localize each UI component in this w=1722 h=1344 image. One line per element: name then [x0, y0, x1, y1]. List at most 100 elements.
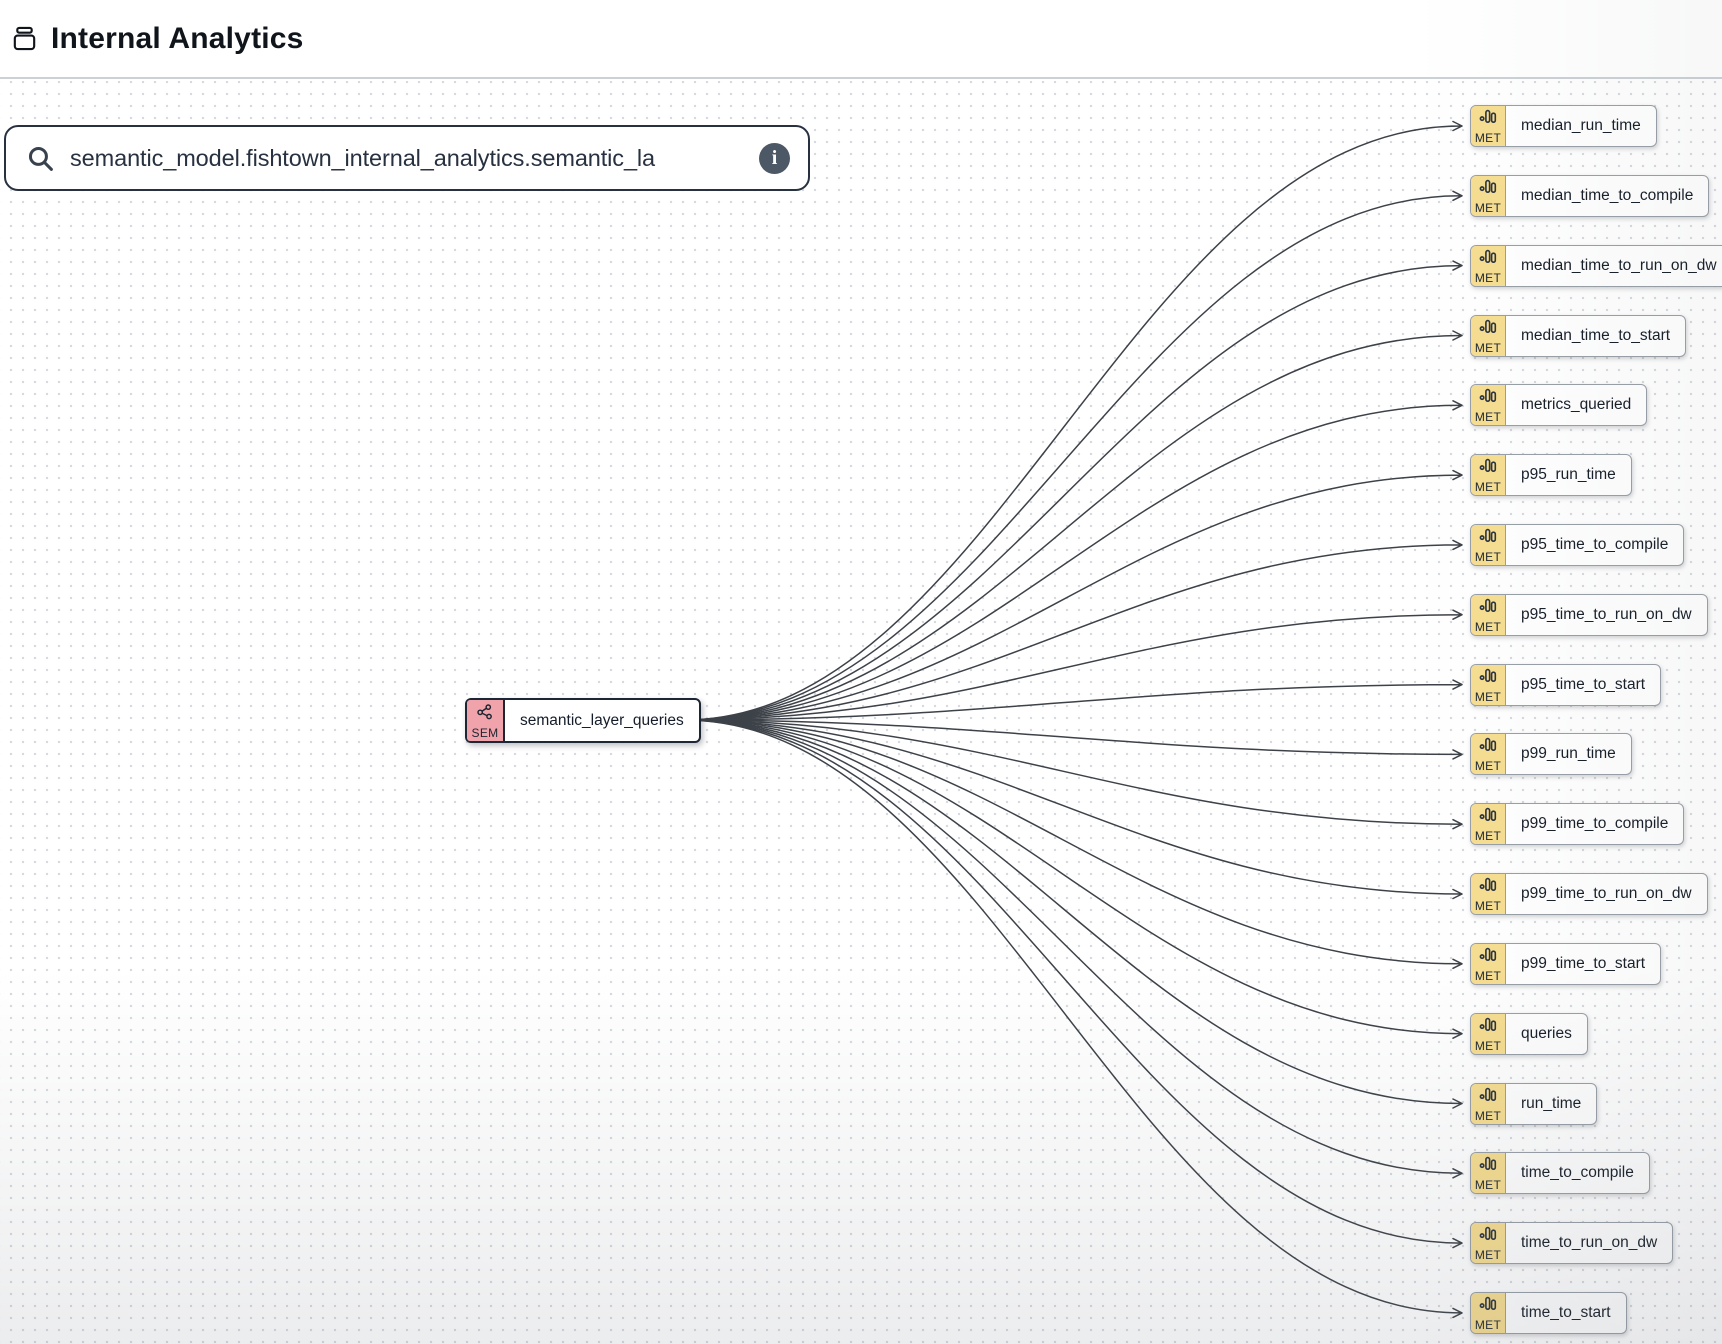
node-label: time_to_compile: [1521, 1164, 1634, 1182]
badge-label: MET: [1474, 270, 1502, 285]
search-input[interactable]: semantic_model.fishtown_internal_analyti…: [70, 144, 656, 171]
metric-node[interactable]: MET metrics_queried: [1470, 384, 1648, 427]
badge-label: MET: [1474, 829, 1502, 844]
badge-label: SEM: [471, 725, 499, 740]
met-badge: MET: [1471, 455, 1506, 496]
node-label: p99_time_to_start: [1521, 954, 1646, 972]
sem-badge: SEM: [467, 700, 505, 741]
met-badge: MET: [1471, 1292, 1506, 1333]
badge-label: MET: [1474, 1108, 1502, 1123]
node-label: median_run_time: [1521, 117, 1641, 134]
bar-chart-icon: [1479, 1016, 1497, 1039]
info-icon[interactable]: i: [759, 142, 790, 174]
search-bar[interactable]: semantic_model.fishtown_internal_analyti…: [4, 125, 810, 191]
metric-node[interactable]: MET p99_run_time: [1470, 733, 1632, 776]
badge-label: MET: [1474, 340, 1502, 355]
badge-label: MET: [1474, 689, 1502, 704]
badge-label: MET: [1474, 200, 1502, 215]
bar-chart-icon: [1479, 597, 1497, 620]
badge-label: MET: [1474, 1317, 1502, 1332]
met-badge: MET: [1471, 804, 1506, 845]
badge-label: MET: [1474, 549, 1502, 564]
lineage-canvas[interactable]: [0, 81, 1722, 1344]
metric-node[interactable]: MET p95_run_time: [1470, 454, 1632, 497]
metric-node[interactable]: MET median_time_to_run_on_dw: [1470, 244, 1722, 287]
met-badge: MET: [1471, 106, 1506, 146]
bar-chart-icon: [1479, 527, 1497, 550]
met-badge: MET: [1471, 943, 1506, 984]
share-network-icon: [476, 703, 494, 726]
bar-chart-icon: [1479, 108, 1497, 131]
bar-chart-icon: [1479, 1086, 1497, 1109]
node-label: median_time_to_compile: [1521, 186, 1694, 204]
met-badge: MET: [1471, 1013, 1506, 1054]
metric-node[interactable]: MET median_run_time: [1470, 105, 1657, 147]
archive-box-icon: [11, 25, 38, 52]
met-badge: MET: [1471, 874, 1506, 914]
bar-chart-icon: [1479, 387, 1497, 410]
node-label: time_to_run_on_dw: [1521, 1234, 1658, 1252]
node-label: semantic_layer_queries: [520, 711, 684, 729]
metric-node[interactable]: MET median_time_to_start: [1470, 314, 1687, 357]
metric-node[interactable]: MET run_time: [1470, 1082, 1598, 1125]
header: Internal Analytics: [0, 0, 1722, 79]
bar-chart-icon: [1479, 876, 1497, 899]
metric-node[interactable]: MET median_time_to_compile: [1470, 174, 1710, 217]
badge-label: MET: [1474, 410, 1502, 425]
node-label: run_time: [1521, 1094, 1582, 1112]
bar-chart-icon: [1479, 457, 1497, 480]
metric-node[interactable]: MET p99_time_to_run_on_dw: [1470, 873, 1708, 915]
bar-chart-icon: [1479, 667, 1497, 690]
semantic-model-node[interactable]: SEM semantic_layer_queries: [465, 698, 701, 743]
bar-chart-icon: [1479, 178, 1497, 201]
badge-label: MET: [1474, 480, 1502, 495]
metric-node[interactable]: MET p99_time_to_compile: [1470, 803, 1685, 846]
node-label: p95_time_to_compile: [1521, 535, 1669, 553]
search-icon: [26, 144, 55, 173]
badge-label: MET: [1474, 1248, 1502, 1263]
met-badge: MET: [1471, 1153, 1506, 1194]
node-label: time_to_start: [1521, 1303, 1611, 1321]
met-badge: MET: [1471, 1083, 1506, 1124]
bar-chart-icon: [1479, 806, 1497, 829]
page-title: Internal Analytics: [51, 21, 304, 55]
badge-label: MET: [1474, 131, 1502, 145]
bar-chart-icon: [1479, 318, 1497, 341]
metric-node[interactable]: MET p95_time_to_compile: [1470, 523, 1685, 566]
node-label: p99_time_to_run_on_dw: [1521, 885, 1692, 902]
node-label: p99_time_to_compile: [1521, 815, 1669, 833]
metric-node[interactable]: MET p95_time_to_start: [1470, 663, 1662, 706]
met-badge: MET: [1471, 594, 1506, 635]
metric-node[interactable]: MET p99_time_to_start: [1470, 942, 1662, 985]
bar-chart-icon: [1479, 1155, 1497, 1178]
node-label: p99_run_time: [1521, 745, 1616, 763]
badge-label: MET: [1474, 759, 1502, 774]
node-label: p95_time_to_start: [1521, 675, 1646, 693]
badge-label: MET: [1474, 968, 1502, 983]
met-badge: MET: [1471, 524, 1506, 565]
badge-label: MET: [1474, 899, 1502, 913]
met-badge: MET: [1471, 1223, 1506, 1264]
node-label: p95_run_time: [1521, 466, 1616, 484]
met-badge: MET: [1471, 315, 1506, 356]
bar-chart-icon: [1479, 1225, 1497, 1248]
node-label: metrics_queried: [1521, 396, 1632, 414]
node-label: median_time_to_start: [1521, 326, 1671, 344]
metric-node[interactable]: MET time_to_start: [1470, 1291, 1627, 1334]
badge-label: MET: [1474, 619, 1502, 634]
metric-node[interactable]: MET time_to_run_on_dw: [1470, 1222, 1674, 1265]
bar-chart-icon: [1479, 1295, 1497, 1318]
bar-chart-icon: [1479, 248, 1497, 271]
met-badge: MET: [1471, 385, 1506, 426]
metric-node[interactable]: MET p95_time_to_run_on_dw: [1470, 593, 1708, 636]
metric-node[interactable]: MET time_to_compile: [1470, 1152, 1650, 1195]
badge-label: MET: [1474, 1038, 1502, 1053]
node-label: queries: [1521, 1024, 1572, 1042]
node-label: median_time_to_run_on_dw: [1521, 256, 1717, 274]
bar-chart-icon: [1479, 736, 1497, 759]
node-label: p95_time_to_run_on_dw: [1521, 605, 1692, 623]
bar-chart-icon: [1479, 946, 1497, 969]
met-badge: MET: [1471, 734, 1506, 775]
metric-node[interactable]: MET queries: [1470, 1012, 1588, 1055]
met-badge: MET: [1471, 175, 1506, 216]
